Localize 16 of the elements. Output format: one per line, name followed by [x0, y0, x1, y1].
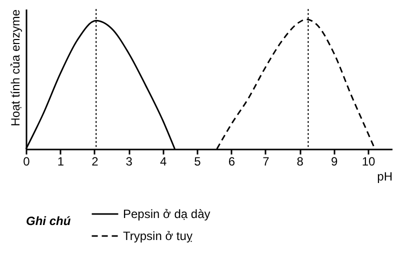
x-tick-label: 4 — [160, 154, 167, 168]
x-tick-label: 2 — [92, 154, 99, 168]
x-tick-label: 7 — [262, 154, 270, 168]
legend-label: Pepsin ở dạ dày — [123, 207, 210, 221]
legend-label: Trypsin ở tuỵ — [123, 229, 192, 243]
y-axis-title: Hoạt tính của enzyme — [8, 9, 22, 126]
x-tick-label: 0 — [23, 154, 30, 168]
x-tick-label: 6 — [228, 154, 236, 168]
legend-title: Ghi chú — [26, 214, 72, 228]
x-tick-label: 9 — [331, 154, 338, 168]
x-tick-label: 1 — [57, 154, 64, 168]
x-tick-label: 3 — [126, 154, 133, 168]
x-tick-label: 10 — [362, 154, 376, 168]
x-axis-title: pH — [377, 170, 392, 184]
x-tick-label: 5 — [194, 154, 202, 168]
x-tick-label: 8 — [296, 154, 304, 168]
